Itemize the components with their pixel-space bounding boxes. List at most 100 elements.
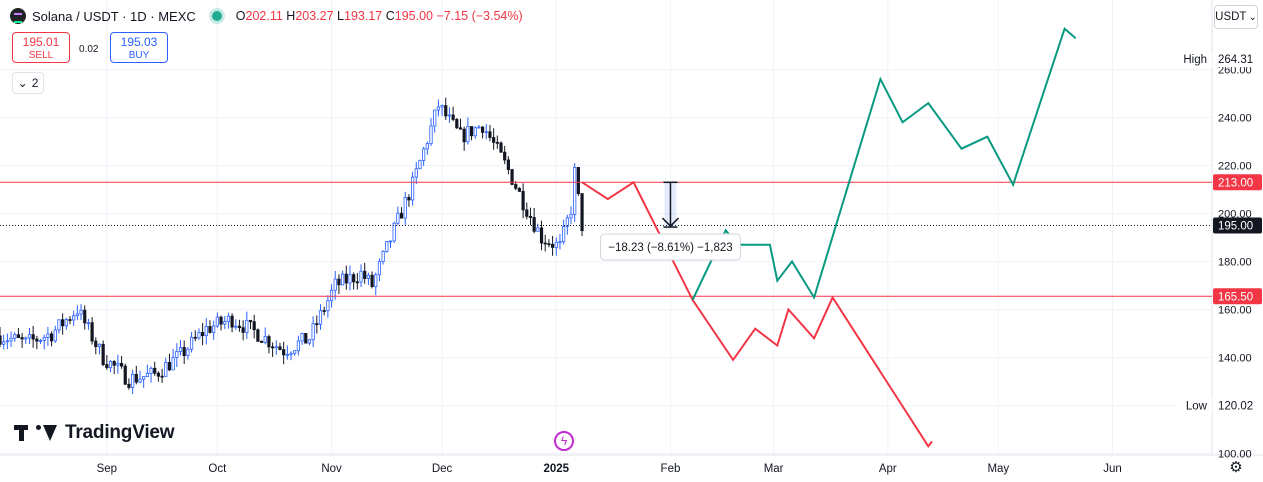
candle-body: [484, 131, 488, 134]
candle-body: [422, 148, 426, 161]
candle-body: [506, 159, 510, 170]
buy-label: BUY: [128, 50, 150, 61]
candle-body: [156, 372, 161, 377]
candle-body: [271, 346, 275, 349]
candle-body: [569, 213, 573, 219]
candle-body: [322, 310, 326, 313]
candle-body: [61, 319, 65, 327]
y-tick-label: 140.00: [1218, 353, 1252, 365]
current-price-tag-bg: [1213, 217, 1262, 234]
candle-body: [425, 143, 429, 150]
candle-body: [5, 340, 9, 343]
candle-body: [363, 270, 367, 279]
low-value: 193.17: [344, 9, 383, 23]
candle-body: [466, 126, 470, 143]
x-tick-label: Jun: [1103, 463, 1122, 475]
candle-body: [477, 126, 481, 129]
change-value: −7.15 (−3.54%): [436, 9, 523, 23]
candle-body: [123, 365, 127, 385]
candle-body: [359, 270, 363, 283]
candle-body: [35, 338, 39, 342]
candle-body: [407, 197, 411, 201]
candle-body: [248, 319, 253, 323]
candle-body: [433, 109, 437, 127]
candle-body: [451, 114, 455, 120]
candle-body: [503, 151, 507, 161]
candle-body: [75, 313, 79, 317]
candle-body: [164, 362, 168, 377]
ohlc-values: O202.11 H203.27 L193.17 C195.00 −7.15 (−…: [235, 9, 523, 23]
brand-name: TradingView: [65, 422, 175, 443]
candle-body: [142, 376, 146, 380]
candle-body: [536, 227, 540, 232]
level-price-tag-bg: [1213, 174, 1262, 191]
x-tick-label: Oct: [208, 463, 227, 475]
currency-select[interactable]: USDT ⌄: [1214, 5, 1258, 29]
candle-body: [381, 250, 385, 262]
candle-body: [311, 323, 315, 341]
candle-body: [341, 273, 345, 286]
candle-body: [145, 372, 149, 377]
level-price-tag: 165.50: [1218, 291, 1253, 303]
x-tick-label: Dec: [432, 463, 453, 475]
candle-body: [377, 261, 382, 276]
sell-button[interactable]: 195.01 SELL: [12, 32, 70, 63]
x-tick-label: Sep: [97, 463, 117, 475]
candle-body: [388, 240, 393, 243]
candle-body: [315, 323, 319, 326]
candle-body: [580, 193, 584, 232]
candle-body: [201, 332, 205, 337]
symbol-title[interactable]: Solana / USDT · 1D · MEXC: [32, 8, 196, 24]
candle-body: [134, 373, 138, 383]
y-tick-label: 180.00: [1218, 257, 1252, 269]
chevron-down-icon: ⌄: [17, 76, 28, 90]
x-tick-label: Apr: [879, 463, 897, 475]
candle-body: [410, 176, 415, 201]
candle-body: [447, 114, 452, 117]
x-tick-label: Nov: [321, 463, 342, 475]
close-value: 195.00: [394, 9, 433, 23]
candle-body: [267, 336, 271, 348]
y-tick-label: 260.00: [1218, 65, 1252, 77]
lightning-icon[interactable]: ϟ: [554, 431, 574, 451]
candle-body: [197, 332, 201, 339]
measure-label-box: [599, 233, 741, 261]
candle-body: [455, 119, 459, 129]
tradingview-logo[interactable]: TradingView: [14, 422, 175, 444]
candle-body: [31, 334, 35, 340]
candle-body: [0, 335, 2, 345]
candle-body: [558, 241, 562, 244]
candle-body: [304, 333, 308, 344]
candle-body: [517, 187, 522, 192]
candle-body: [256, 329, 260, 342]
level-price-tag: 213.00: [1218, 177, 1253, 189]
candle-body: [119, 362, 124, 367]
candle-body: [392, 222, 396, 242]
candle-body: [274, 346, 278, 349]
candle-body: [149, 367, 153, 374]
measure-arrow-icon: [661, 217, 679, 228]
y-tick-label: 160.00: [1218, 305, 1252, 317]
candle-body: [153, 367, 157, 374]
sell-price: 195.01: [22, 35, 60, 49]
candle-body: [348, 274, 352, 284]
open-value: 202.11: [245, 9, 283, 23]
candle-body: [263, 336, 267, 343]
candle-body: [458, 127, 463, 130]
candle-body: [20, 337, 24, 340]
market-open-icon: [211, 11, 222, 21]
low-label-bg: [1178, 397, 1212, 414]
candle-body: [160, 375, 164, 378]
candle-body: [547, 243, 551, 246]
buy-button[interactable]: 195.03 BUY: [110, 32, 168, 63]
candle-body: [333, 278, 337, 291]
candle-body: [444, 105, 448, 117]
indicators-toggle-button[interactable]: ⌄ 2: [12, 72, 44, 94]
candle-body: [289, 352, 293, 355]
candle-body: [539, 227, 544, 244]
candle-body: [285, 354, 289, 356]
gear-icon[interactable]: ⚙: [1229, 459, 1243, 476]
tradingview-logo-icon: [14, 425, 57, 441]
candle-body: [215, 316, 219, 327]
